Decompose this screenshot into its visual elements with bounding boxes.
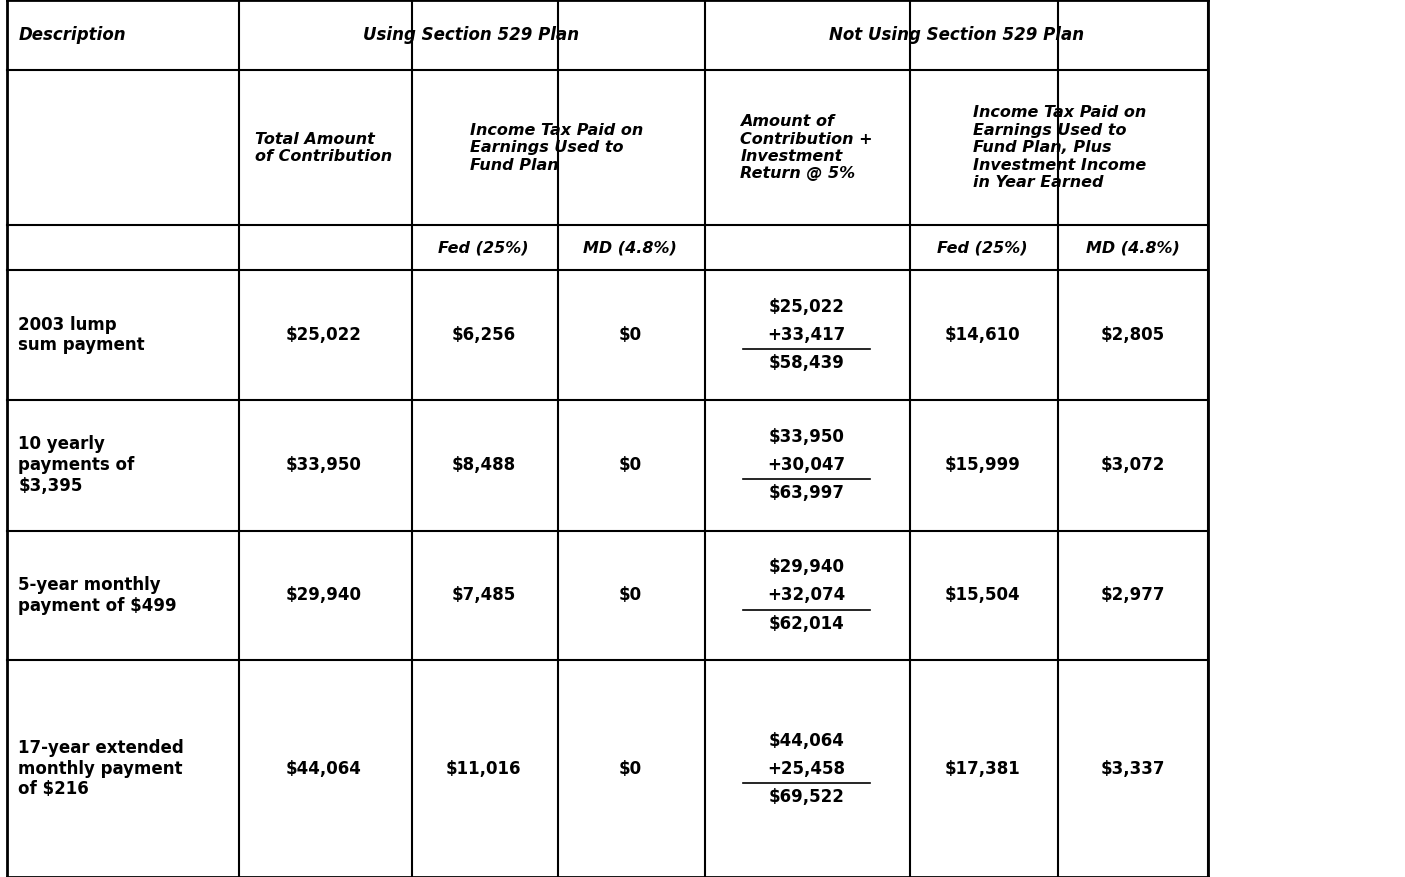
Text: Income Tax Paid on
Earnings Used to
Fund Plan: Income Tax Paid on Earnings Used to Fund… bbox=[471, 123, 643, 173]
Text: $14,610: $14,610 bbox=[946, 326, 1020, 344]
Text: $25,022: $25,022 bbox=[285, 326, 362, 344]
Text: $0: $0 bbox=[618, 456, 642, 474]
Text: $15,504: $15,504 bbox=[946, 587, 1020, 604]
Text: $69,522: $69,522 bbox=[769, 788, 844, 806]
Text: $3,337: $3,337 bbox=[1102, 759, 1165, 778]
Text: Fed (25%): Fed (25%) bbox=[937, 240, 1028, 255]
Text: Description: Description bbox=[18, 26, 126, 44]
Text: $7,485: $7,485 bbox=[451, 587, 516, 604]
Text: $44,064: $44,064 bbox=[769, 731, 844, 750]
Text: $29,940: $29,940 bbox=[285, 587, 362, 604]
Text: $15,999: $15,999 bbox=[944, 456, 1021, 474]
Text: +25,458: +25,458 bbox=[767, 759, 846, 778]
Text: 2003 lump
sum payment: 2003 lump sum payment bbox=[18, 316, 145, 354]
Text: $0: $0 bbox=[618, 587, 642, 604]
Text: $3,072: $3,072 bbox=[1102, 456, 1165, 474]
Text: $25,022: $25,022 bbox=[769, 298, 844, 316]
Text: $62,014: $62,014 bbox=[769, 615, 844, 632]
Text: Using Section 529 Plan: Using Section 529 Plan bbox=[362, 26, 579, 44]
Text: Not Using Section 529 Plan: Not Using Section 529 Plan bbox=[829, 26, 1085, 44]
Text: $33,950: $33,950 bbox=[769, 428, 844, 446]
Text: $58,439: $58,439 bbox=[769, 354, 844, 372]
Text: +33,417: +33,417 bbox=[767, 326, 846, 344]
Text: 10 yearly
payments of
$3,395: 10 yearly payments of $3,395 bbox=[18, 436, 135, 495]
Text: $2,805: $2,805 bbox=[1102, 326, 1165, 344]
Text: Amount of
Contribution +
Investment
Return @ 5%: Amount of Contribution + Investment Retu… bbox=[740, 114, 873, 182]
Text: Income Tax Paid on
Earnings Used to
Fund Plan, Plus
Investment Income
in Year Ea: Income Tax Paid on Earnings Used to Fund… bbox=[972, 105, 1146, 190]
Text: MD (4.8%): MD (4.8%) bbox=[1086, 240, 1180, 255]
Text: +30,047: +30,047 bbox=[767, 456, 846, 474]
Text: $6,256: $6,256 bbox=[451, 326, 516, 344]
Text: $33,950: $33,950 bbox=[285, 456, 362, 474]
Text: 5-year monthly
payment of $499: 5-year monthly payment of $499 bbox=[18, 576, 177, 615]
Text: $29,940: $29,940 bbox=[769, 559, 844, 576]
Text: $2,977: $2,977 bbox=[1102, 587, 1165, 604]
Text: $0: $0 bbox=[618, 759, 642, 778]
Text: $11,016: $11,016 bbox=[445, 759, 521, 778]
Text: +32,074: +32,074 bbox=[767, 587, 846, 604]
Text: MD (4.8%): MD (4.8%) bbox=[583, 240, 677, 255]
Text: Total Amount
of Contribution: Total Amount of Contribution bbox=[256, 132, 392, 164]
Text: $17,381: $17,381 bbox=[946, 759, 1020, 778]
Text: $0: $0 bbox=[618, 326, 642, 344]
Text: $44,064: $44,064 bbox=[285, 759, 362, 778]
Text: 17-year extended
monthly payment
of $216: 17-year extended monthly payment of $216 bbox=[18, 739, 184, 798]
Text: $63,997: $63,997 bbox=[769, 484, 844, 503]
Text: $8,488: $8,488 bbox=[451, 456, 516, 474]
Text: Fed (25%): Fed (25%) bbox=[438, 240, 528, 255]
